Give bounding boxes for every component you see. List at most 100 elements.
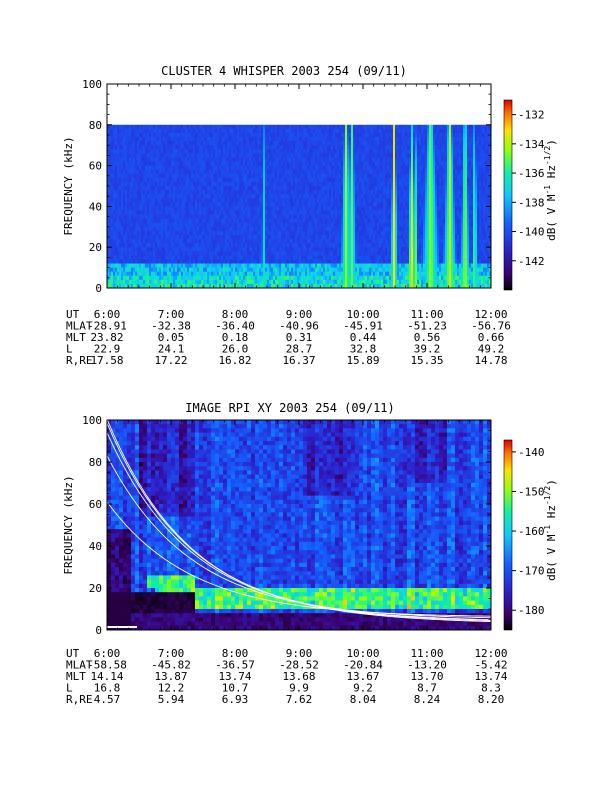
spectrogram-cell — [157, 218, 160, 224]
spectrogram-cell — [181, 206, 184, 211]
spectrogram-cell — [143, 283, 146, 289]
spectrogram-cell — [119, 214, 122, 220]
spectrogram-cell — [119, 255, 122, 260]
spectrogram-cell — [135, 177, 138, 183]
spectrogram-cell — [183, 275, 186, 281]
spectrogram-cell — [127, 247, 130, 252]
spectrogram-cell — [185, 124, 188, 130]
spectrogram-cell — [143, 243, 146, 248]
spectrogram-cell — [183, 263, 186, 268]
spectrogram-cell — [109, 141, 112, 146]
spectrogram-cell — [173, 169, 176, 175]
spectrogram-cell — [161, 275, 164, 281]
spectrogram-cell — [127, 132, 130, 138]
spectrogram-cell — [141, 222, 144, 228]
spectrogram-cell — [163, 251, 166, 256]
spectrogram-cell — [137, 263, 140, 268]
spectrogram-cell — [127, 279, 130, 285]
spectrogram-cell — [111, 132, 114, 138]
spectrogram-cell — [163, 230, 166, 236]
spectrogram-cell — [143, 137, 146, 142]
spectrogram-cell — [185, 202, 188, 207]
spectrogram-cell — [147, 263, 150, 268]
spectrogram-cell — [111, 124, 114, 130]
spectrogram-cell — [135, 132, 138, 138]
spectrogram-cell — [181, 239, 184, 244]
spectrogram-cell — [133, 279, 136, 285]
spectrogram-cell — [129, 124, 132, 130]
spectrogram-cell — [113, 124, 116, 130]
spectrogram-cell — [145, 149, 148, 154]
spectrogram-cell — [125, 157, 128, 162]
spectrogram-cell — [143, 202, 146, 207]
spectrogram-cell — [107, 141, 110, 146]
spectrogram-cell — [153, 263, 156, 268]
spectrogram-cell — [111, 145, 114, 150]
spectrogram-cell — [175, 161, 178, 166]
spectrogram-cell — [173, 141, 176, 146]
spectrogram-cell — [187, 234, 190, 240]
spectrogram-cell — [161, 206, 164, 211]
spectrogram-cell — [123, 210, 126, 215]
spectrogram-cell — [107, 124, 110, 130]
spectrogram-cell — [187, 247, 190, 252]
spectrogram-cell — [163, 177, 166, 183]
spectrogram-cell — [119, 267, 122, 273]
spectrogram-cell — [189, 239, 192, 244]
spectrogram-cell — [141, 128, 144, 134]
spectrogram-cell — [127, 243, 130, 248]
spectrogram-cell — [135, 275, 138, 281]
spectrogram-cell — [121, 267, 124, 273]
spectrogram-cell — [107, 198, 110, 203]
spectrogram-cell — [159, 165, 162, 171]
spectrogram-cell — [183, 243, 186, 248]
spectrogram-cell — [155, 153, 158, 158]
spectrogram-cell — [169, 190, 172, 195]
spectrogram-cell — [177, 165, 180, 171]
spectrogram-cell — [143, 263, 146, 268]
spectrogram-cell — [163, 198, 166, 203]
spectrogram-cell — [113, 255, 116, 260]
spectrogram-cell — [161, 239, 164, 244]
spectrogram-cell — [151, 247, 154, 252]
spectrogram-cell — [127, 169, 130, 175]
spectrogram-cell — [125, 214, 128, 220]
spectrogram-cell — [107, 161, 110, 166]
spectrogram-cell — [163, 206, 166, 211]
spectrogram-cell — [171, 275, 174, 281]
spectrogram-cell — [153, 234, 156, 240]
spectrogram-cell — [131, 218, 134, 224]
spectrogram-cell — [109, 222, 112, 228]
spectrogram-cell — [115, 247, 118, 252]
spectrogram-cell — [151, 218, 154, 224]
spectrogram-cell — [121, 173, 124, 179]
spectrogram-cell — [129, 239, 132, 244]
spectrogram-cell — [155, 132, 158, 138]
spectrogram-cell — [163, 149, 166, 154]
spectrogram-cell — [153, 169, 156, 175]
spectrogram-cell — [137, 230, 140, 236]
spectrogram-cell — [139, 247, 142, 252]
spectrogram-cell — [171, 267, 174, 273]
spectrogram-cell — [113, 149, 116, 154]
spectrogram-cell — [171, 230, 174, 236]
spectrogram-cell — [149, 263, 152, 268]
spectrogram-cell — [171, 132, 174, 138]
spectrogram-cell — [141, 202, 144, 207]
spectrogram-cell — [111, 222, 114, 228]
spectrogram-cell — [185, 181, 188, 187]
spectrogram-cell — [161, 214, 164, 220]
spectrogram-cell — [175, 255, 178, 260]
spectrogram-cell — [131, 263, 134, 268]
spectrogram-cell — [135, 181, 138, 187]
spectrogram-cell — [171, 263, 174, 268]
spectrogram-cell — [165, 149, 168, 154]
spectrogram-cell — [145, 157, 148, 162]
spectrogram-cell — [145, 283, 148, 289]
spectrogram-cell — [107, 190, 110, 195]
spectrogram-cell — [165, 161, 168, 166]
spectrogram-cell — [159, 247, 162, 252]
spectrogram-cell — [111, 263, 114, 268]
spectrogram-cell — [165, 251, 168, 256]
spectrogram-cell — [187, 124, 190, 130]
